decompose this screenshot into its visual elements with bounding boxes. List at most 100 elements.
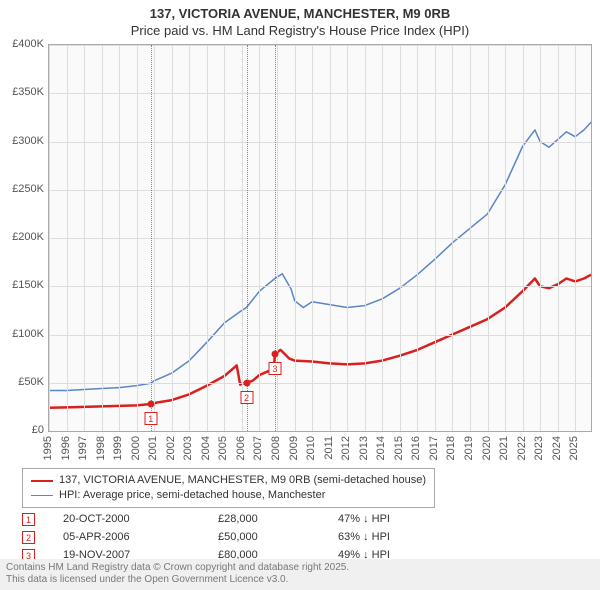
transaction-price: £28,000 [218, 513, 338, 525]
gridline-v [242, 45, 243, 431]
y-tick-label: £50K [2, 376, 44, 388]
gridline-h [49, 286, 591, 287]
gridline-v [347, 45, 348, 431]
gridline-v [312, 45, 313, 431]
x-tick-label: 2002 [165, 436, 177, 460]
x-tick-label: 2019 [463, 436, 475, 460]
series-hpi [49, 122, 591, 390]
transaction-badge: 2 [22, 531, 35, 544]
gridline-v [488, 45, 489, 431]
x-tick-label: 2009 [288, 436, 300, 460]
x-tick-label: 2012 [340, 436, 352, 460]
x-tick-label: 2013 [358, 436, 370, 460]
gridline-h [49, 238, 591, 239]
transaction-date: 05-APR-2006 [63, 531, 218, 543]
gridline-h [49, 45, 591, 46]
legend-item: HPI: Average price, semi-detached house,… [31, 488, 426, 503]
marker-line [247, 45, 248, 431]
gridline-v [154, 45, 155, 431]
gridline-v [172, 45, 173, 431]
marker-badge: 3 [268, 362, 281, 375]
gridline-h [49, 383, 591, 384]
transaction-delta: 63% ↓ HPI [338, 531, 390, 543]
legend-label: HPI: Average price, semi-detached house,… [59, 488, 325, 503]
marker-dot [271, 350, 278, 357]
legend-swatch [31, 495, 53, 496]
legend: 137, VICTORIA AVENUE, MANCHESTER, M9 0RB… [22, 468, 435, 508]
y-tick-label: £0 [2, 424, 44, 436]
marker-badge: 2 [240, 391, 253, 404]
x-tick-label: 2005 [217, 436, 229, 460]
gridline-v [84, 45, 85, 431]
gridline-h [49, 142, 591, 143]
x-tick-label: 1996 [60, 436, 72, 460]
gridline-v [540, 45, 541, 431]
gridline-v [452, 45, 453, 431]
transaction-row: 120-OCT-2000£28,00047% ↓ HPI [22, 510, 390, 528]
y-tick-label: £200K [2, 231, 44, 243]
chart-container: 137, VICTORIA AVENUE, MANCHESTER, M9 0RB… [0, 0, 600, 590]
y-tick-label: £250K [2, 183, 44, 195]
marker-line [151, 45, 152, 431]
x-tick-label: 2015 [393, 436, 405, 460]
x-tick-label: 2021 [498, 436, 510, 460]
x-tick-label: 1995 [42, 436, 54, 460]
x-tick-label: 2010 [305, 436, 317, 460]
marker-dot [147, 400, 154, 407]
chart-subtitle: Price paid vs. HM Land Registry's House … [0, 23, 600, 38]
gridline-v [67, 45, 68, 431]
attribution: Contains HM Land Registry data © Crown c… [0, 559, 600, 590]
transaction-badge: 1 [22, 513, 35, 526]
titles: 137, VICTORIA AVENUE, MANCHESTER, M9 0RB… [0, 0, 600, 38]
gridline-v [295, 45, 296, 431]
legend-label: 137, VICTORIA AVENUE, MANCHESTER, M9 0RB… [59, 473, 426, 488]
x-tick-label: 2025 [568, 436, 580, 460]
x-tick-label: 2017 [428, 436, 440, 460]
x-tick-label: 2008 [270, 436, 282, 460]
x-tick-label: 2018 [445, 436, 457, 460]
transaction-price: £50,000 [218, 531, 338, 543]
transactions-table: 120-OCT-2000£28,00047% ↓ HPI205-APR-2006… [22, 510, 390, 564]
x-tick-label: 2014 [375, 436, 387, 460]
gridline-v [102, 45, 103, 431]
series-price-paid [49, 275, 591, 408]
gridline-v [189, 45, 190, 431]
x-tick-label: 1997 [77, 436, 89, 460]
x-tick-label: 2003 [182, 436, 194, 460]
gridline-h [49, 335, 591, 336]
chart-title: 137, VICTORIA AVENUE, MANCHESTER, M9 0RB [0, 6, 600, 21]
x-tick-label: 2006 [235, 436, 247, 460]
gridline-v [558, 45, 559, 431]
x-tick-label: 2022 [516, 436, 528, 460]
legend-item: 137, VICTORIA AVENUE, MANCHESTER, M9 0RB… [31, 473, 426, 488]
x-tick-label: 2000 [130, 436, 142, 460]
transaction-date: 20-OCT-2000 [63, 513, 218, 525]
gridline-v [207, 45, 208, 431]
gridline-v [400, 45, 401, 431]
legend-swatch [31, 480, 53, 482]
x-tick-label: 2007 [252, 436, 264, 460]
gridline-v [49, 45, 50, 431]
x-tick-label: 1998 [95, 436, 107, 460]
attribution-line-2: This data is licensed under the Open Gov… [6, 574, 594, 586]
x-tick-label: 2016 [410, 436, 422, 460]
gridline-v [259, 45, 260, 431]
gridline-h [49, 93, 591, 94]
gridline-v [119, 45, 120, 431]
gridline-h [49, 190, 591, 191]
marker-dot [243, 379, 250, 386]
transaction-row: 2 05-APR-2006£50,00063% ↓ HPI [22, 528, 390, 546]
gridline-v [523, 45, 524, 431]
gridline-v [137, 45, 138, 431]
gridline-v [417, 45, 418, 431]
x-tick-label: 2024 [551, 436, 563, 460]
marker-badge: 1 [144, 412, 157, 425]
gridline-v [382, 45, 383, 431]
attribution-line-1: Contains HM Land Registry data © Crown c… [6, 562, 594, 574]
gridline-v [330, 45, 331, 431]
x-tick-label: 2011 [323, 436, 335, 460]
x-tick-label: 2001 [147, 436, 159, 460]
x-tick-label: 1999 [112, 436, 124, 460]
gridline-v [224, 45, 225, 431]
y-tick-label: £150K [2, 279, 44, 291]
